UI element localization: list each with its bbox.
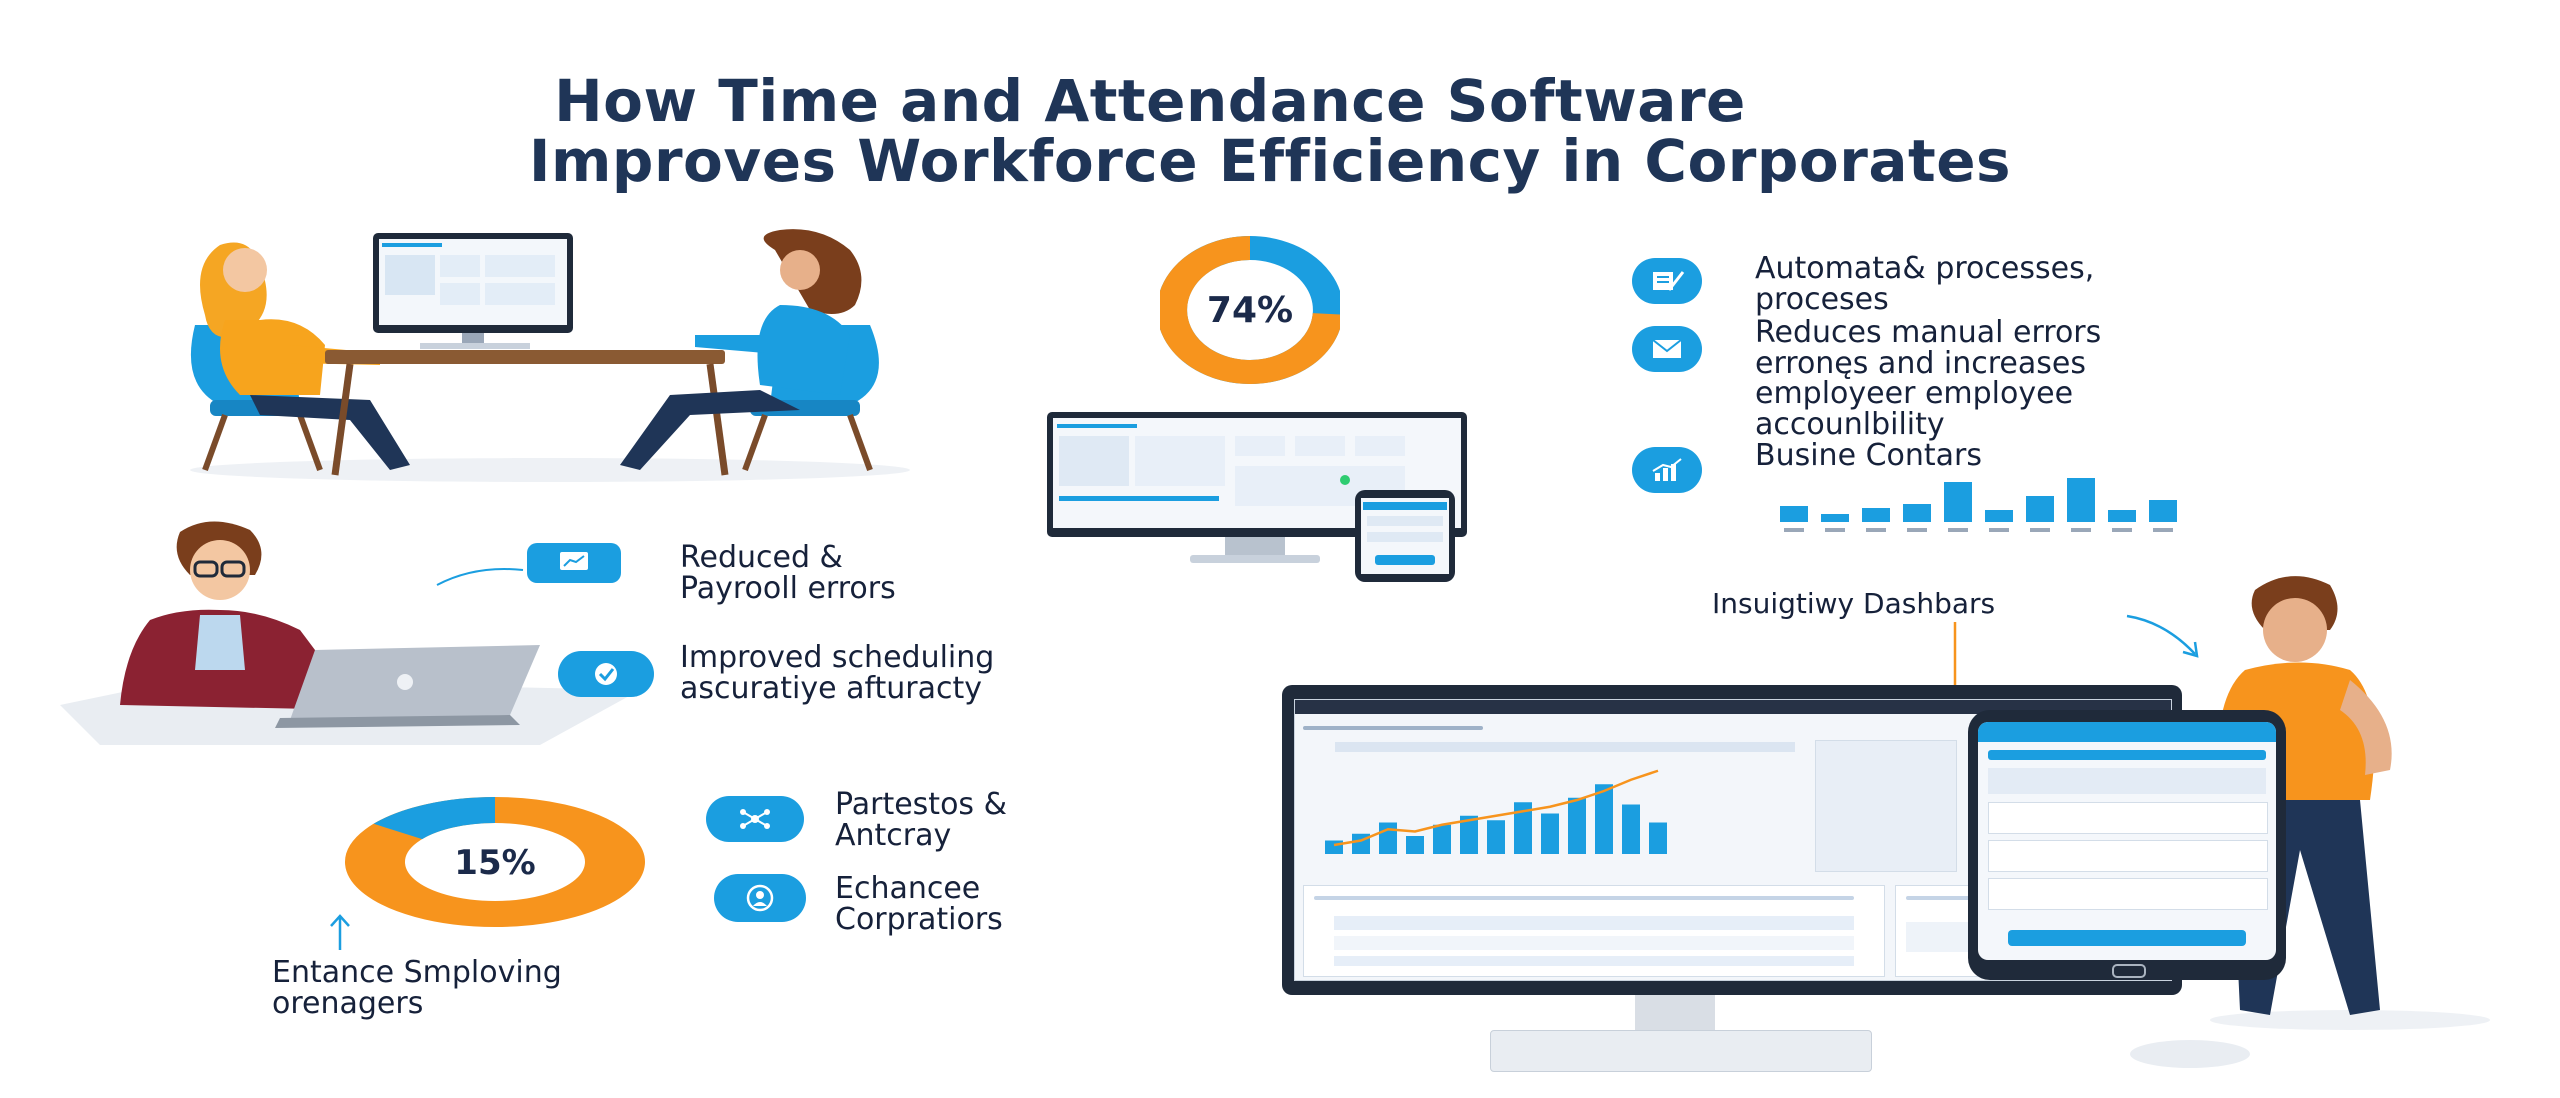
dashboard-bar	[1514, 802, 1532, 854]
mini-bar	[2149, 500, 2177, 522]
mini-bar	[1821, 514, 1849, 522]
dashboard-bar	[1325, 840, 1343, 854]
mini-bar-chart	[1780, 478, 2177, 532]
mini-bar	[2026, 496, 2054, 522]
desktop-and-phone-illustration	[1047, 412, 1467, 582]
benefit-partners-accuracy: Partestos & Antcray	[835, 787, 1007, 853]
dashboard-caption: Insuigtiwy Dashbars	[1712, 587, 1996, 620]
donut-74-label: 74%	[1207, 290, 1293, 331]
dashboard-bar	[1541, 813, 1559, 854]
mini-bar	[1944, 482, 1972, 522]
mini-bar-tick	[2071, 528, 2091, 532]
donut-chart-15: 15%	[345, 797, 645, 927]
dashboard-bar	[1487, 820, 1505, 854]
monitor-stand	[1635, 995, 1715, 1035]
mini-bar-tick	[2112, 528, 2132, 532]
dashboard-bar	[1433, 824, 1451, 854]
donut-15-label: 15%	[454, 843, 535, 883]
check-circle-icon	[558, 651, 654, 697]
benefit-reduced-payroll-errors: Reduced & Payrooll errors	[680, 540, 896, 606]
donut-15-rest-segment	[345, 797, 645, 927]
pen-document-icon	[1632, 258, 1702, 304]
caption-enhance-employing-managers: Entance Smploving orenagers	[272, 955, 562, 1021]
dashboard-bar	[1406, 836, 1424, 854]
mini-bar-tick	[2030, 528, 2050, 532]
dashboard-bar	[1622, 804, 1640, 854]
benefit-enhance-corporations: Echancee Corpratiors	[835, 871, 1003, 937]
dashboard-bar	[1379, 822, 1397, 854]
monitor-chart-icon	[527, 543, 621, 583]
benefit-improved-scheduling: Improved scheduling ascuratiye afturacty	[680, 640, 995, 706]
mini-bar-tick	[1948, 528, 1968, 532]
man-with-laptop-illustration	[60, 521, 640, 745]
network-icon	[706, 796, 804, 842]
dashboard-bar	[1460, 815, 1478, 854]
dashboard-bar-chart	[1325, 769, 1667, 854]
donut-chart-74: 74%	[1160, 236, 1340, 384]
benefit-reduces-errors: Reduces manual errors erronęs and increas…	[1755, 315, 2102, 442]
envelope-icon	[1632, 326, 1702, 372]
mini-bar-tick	[1989, 528, 2009, 532]
mini-bar	[1780, 506, 1808, 522]
mini-bar	[2108, 510, 2136, 522]
mini-bar-tick	[2153, 528, 2173, 532]
dashboard-bar	[1649, 822, 1667, 854]
keyboard	[1490, 1030, 1872, 1072]
donut-74-main-segment	[1160, 236, 1340, 384]
mini-bar	[1985, 510, 2013, 522]
phone-device	[1968, 710, 2286, 980]
connector-line-1	[436, 568, 524, 586]
mini-bar	[1903, 504, 1931, 522]
user-circle-icon	[714, 874, 806, 922]
dashboard-trend-line	[1333, 769, 1659, 847]
office-meeting-illustration	[190, 229, 910, 482]
benefit-business-counters: Busine Contars	[1755, 438, 1982, 473]
mini-bar-tick	[1866, 528, 1886, 532]
mini-bar	[1862, 508, 1890, 522]
curved-arrow-icon	[2126, 614, 2199, 658]
mini-bar	[2067, 478, 2095, 522]
benefit-automate: Automata& processes, proceses	[1755, 251, 2095, 317]
dashboard-bar	[1595, 784, 1613, 854]
page-title-line-1: How Time and Attendance Software	[554, 67, 1746, 135]
mini-bar-tick	[1784, 528, 1804, 532]
mini-bar-tick	[1907, 528, 1927, 532]
bar-chart-icon	[1632, 447, 1702, 493]
donut-15-main-segment	[373, 797, 497, 840]
dashboard-bar	[1568, 797, 1586, 854]
up-arrow-icon	[330, 914, 350, 950]
mouse	[2130, 1040, 2250, 1068]
mini-bar-tick	[1825, 528, 1845, 532]
page-title-line-2: Improves Workforce Efficiency in Corpora…	[528, 127, 2012, 195]
